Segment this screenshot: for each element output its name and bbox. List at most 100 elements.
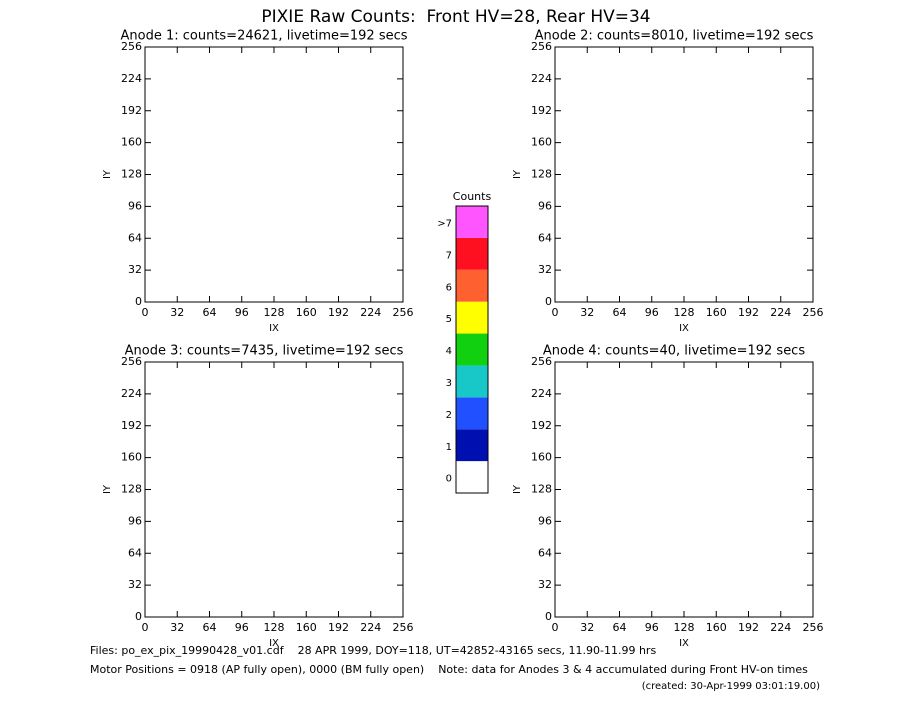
y-tick-label: 32 — [538, 263, 552, 276]
y-tick-label: 64 — [538, 546, 552, 559]
panel-title: Anode 2: counts=8010, livetime=192 secs — [535, 29, 814, 44]
x-tick-label: 64 — [203, 306, 217, 319]
y-tick-label: 32 — [538, 578, 552, 591]
x-tick-label: 256 — [393, 621, 414, 634]
y-tick-label: 32 — [128, 263, 142, 276]
x-tick-label: 0 — [552, 306, 559, 319]
y-tick-label: 224 — [531, 72, 552, 85]
colorbar-label: >7 — [437, 219, 452, 230]
y-tick-label: 64 — [128, 546, 142, 559]
x-tick-label: 96 — [235, 306, 249, 319]
y-tick-label: 192 — [121, 419, 142, 432]
colorbar-swatch — [456, 461, 488, 493]
x-tick-label: 160 — [296, 621, 317, 634]
x-tick-label: 128 — [264, 306, 285, 319]
colorbar-swatch — [456, 333, 488, 366]
x-axis-label: IX — [269, 638, 279, 649]
x-tick-label: 256 — [803, 621, 824, 634]
x-tick-label: 32 — [170, 621, 184, 634]
colorbar-label: 4 — [446, 346, 452, 357]
y-tick-label: 64 — [538, 231, 552, 244]
y-tick-label: 0 — [135, 610, 142, 623]
colorbar-label: 5 — [446, 314, 452, 325]
x-tick-label: 192 — [738, 306, 759, 319]
footer-line: Motor Positions = 0918 (AP fully open), … — [90, 663, 808, 676]
x-tick-label: 64 — [613, 306, 627, 319]
plot-frame — [144, 361, 404, 618]
colorbar-label: 2 — [446, 410, 452, 421]
x-tick-label: 96 — [645, 621, 659, 634]
y-tick-label: 96 — [538, 514, 552, 527]
x-tick-label: 224 — [360, 306, 381, 319]
x-tick-label: 224 — [770, 306, 791, 319]
y-axis-label: IY — [102, 169, 113, 179]
colorbar-swatch — [456, 269, 488, 302]
y-tick-label: 128 — [121, 483, 142, 496]
x-tick-label: 128 — [264, 621, 285, 634]
y-tick-label: 0 — [135, 295, 142, 308]
plot-frame — [144, 46, 404, 303]
y-tick-label: 0 — [545, 295, 552, 308]
y-tick-label: 160 — [121, 451, 142, 464]
x-tick-label: 0 — [552, 621, 559, 634]
y-tick-label: 224 — [531, 387, 552, 400]
x-tick-label: 160 — [706, 621, 727, 634]
y-tick-label: 256 — [531, 355, 552, 368]
x-tick-label: 96 — [645, 306, 659, 319]
colorbar-label: 0 — [446, 474, 452, 485]
figure-title: PIXIE Raw Counts: Front HV=28, Rear HV=3… — [261, 7, 650, 27]
x-axis-label: IX — [679, 323, 689, 334]
x-tick-label: 192 — [328, 621, 349, 634]
x-tick-label: 32 — [170, 306, 184, 319]
panel-title: Anode 4: counts=40, livetime=192 secs — [543, 344, 805, 359]
colorbar-title: Counts — [453, 190, 492, 203]
x-tick-label: 64 — [203, 621, 217, 634]
y-tick-label: 32 — [128, 578, 142, 591]
x-tick-label: 0 — [142, 621, 149, 634]
x-tick-label: 96 — [235, 621, 249, 634]
x-axis-label: IX — [679, 638, 689, 649]
x-tick-label: 32 — [580, 621, 594, 634]
colorbar-label: 1 — [446, 442, 452, 453]
x-tick-label: 256 — [803, 306, 824, 319]
y-axis-label: IY — [512, 484, 523, 494]
colorbar-swatch — [456, 429, 488, 462]
y-tick-label: 0 — [545, 610, 552, 623]
colorbar-label: 7 — [446, 250, 452, 261]
y-tick-label: 224 — [121, 387, 142, 400]
y-tick-label: 224 — [121, 72, 142, 85]
colorbar-swatch — [456, 301, 488, 334]
y-tick-label: 192 — [531, 419, 552, 432]
colorbar-swatch — [456, 206, 488, 238]
y-tick-label: 192 — [531, 104, 552, 117]
x-tick-label: 224 — [360, 621, 381, 634]
y-tick-label: 160 — [121, 136, 142, 149]
panel-title: Anode 3: counts=7435, livetime=192 secs — [125, 344, 404, 359]
x-tick-label: 192 — [738, 621, 759, 634]
x-axis-label: IX — [269, 323, 279, 334]
y-tick-label: 192 — [121, 104, 142, 117]
x-tick-label: 128 — [674, 306, 695, 319]
x-tick-label: 32 — [580, 306, 594, 319]
y-tick-label: 128 — [531, 168, 552, 181]
y-tick-label: 96 — [128, 514, 142, 527]
footer-line: Files: po_ex_pix_19990428_v01.cdf 28 APR… — [90, 644, 656, 657]
y-tick-label: 64 — [128, 231, 142, 244]
x-tick-label: 256 — [393, 306, 414, 319]
y-tick-label: 128 — [531, 483, 552, 496]
colorbar-swatch — [456, 397, 488, 430]
y-tick-label: 96 — [538, 199, 552, 212]
y-axis-label: IY — [512, 169, 523, 179]
x-tick-label: 160 — [296, 306, 317, 319]
x-tick-label: 160 — [706, 306, 727, 319]
plot-frame — [554, 46, 814, 303]
y-axis-label: IY — [102, 484, 113, 494]
footer-line: (created: 30-Apr-1999 03:01:19.00) — [642, 681, 820, 692]
y-tick-label: 256 — [121, 40, 142, 53]
x-tick-label: 64 — [613, 621, 627, 634]
colorbar-swatch — [456, 365, 488, 398]
plot-frame — [554, 361, 814, 618]
x-tick-label: 128 — [674, 621, 695, 634]
y-tick-label: 256 — [121, 355, 142, 368]
